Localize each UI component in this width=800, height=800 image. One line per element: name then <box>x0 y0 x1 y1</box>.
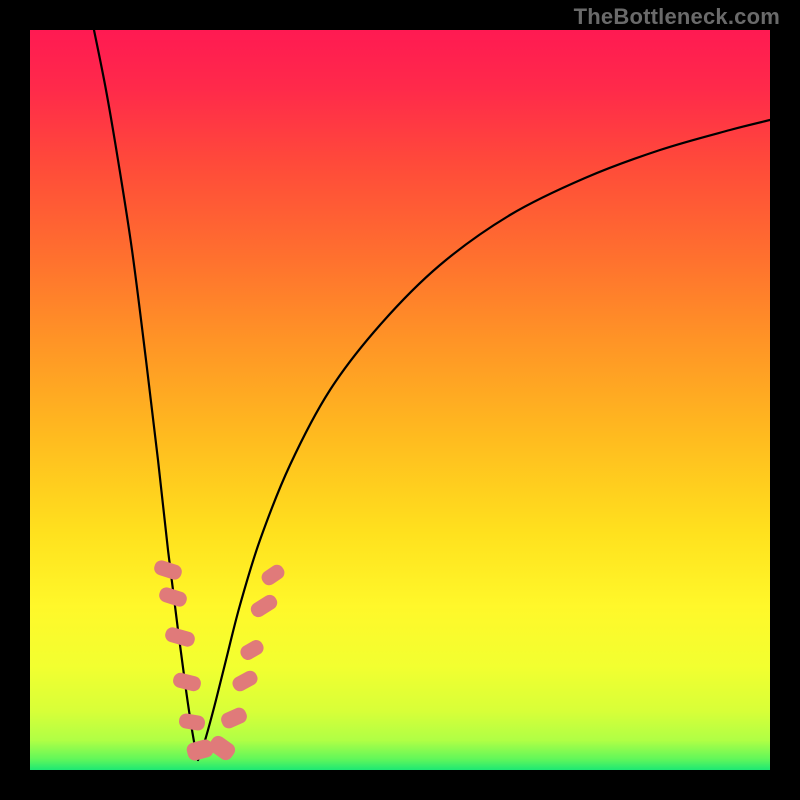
data-marker <box>152 559 183 582</box>
bottleneck-curve <box>198 120 770 760</box>
watermark-text: TheBottleneck.com <box>574 4 780 30</box>
data-marker <box>172 671 203 692</box>
data-marker <box>238 638 266 663</box>
plot-area <box>30 30 770 770</box>
data-marker <box>259 562 287 588</box>
data-marker <box>230 668 260 693</box>
bottleneck-curve <box>94 30 198 760</box>
curve-layer <box>30 30 770 770</box>
data-marker <box>248 592 280 620</box>
data-marker <box>206 733 238 763</box>
data-marker <box>178 712 206 731</box>
data-marker <box>219 705 249 730</box>
chart-canvas: TheBottleneck.com <box>0 0 800 800</box>
